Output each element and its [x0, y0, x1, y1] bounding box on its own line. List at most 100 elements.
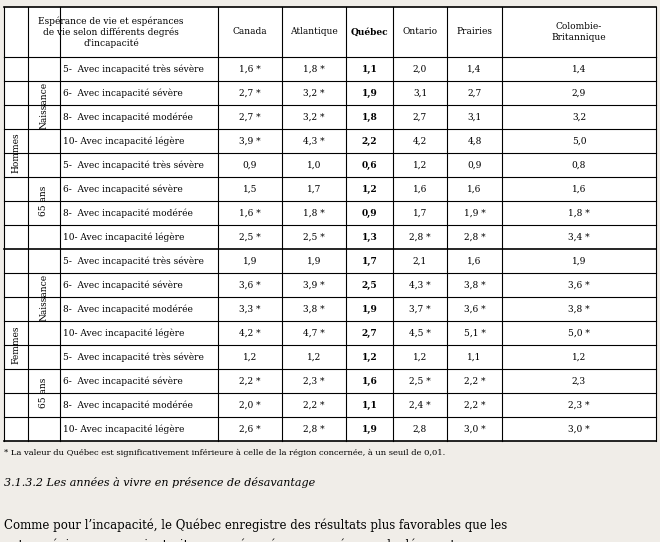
- Text: 1,8: 1,8: [362, 113, 378, 121]
- Text: 3,4 *: 3,4 *: [568, 233, 590, 242]
- Text: 1,2: 1,2: [243, 352, 257, 362]
- Text: Colombie-
Britannique: Colombie- Britannique: [552, 22, 607, 42]
- Text: 2,2 *: 2,2 *: [464, 401, 485, 410]
- Text: 1,7: 1,7: [362, 256, 378, 266]
- Text: Comme pour l’incapacité, le Québec enregistre des résultats plus favorables que : Comme pour l’incapacité, le Québec enreg…: [4, 519, 508, 532]
- Text: Canada: Canada: [233, 28, 267, 36]
- Text: Naissance: Naissance: [40, 273, 48, 320]
- Text: * La valeur du Québec est significativement inférieure à celle de la région conc: * La valeur du Québec est significativem…: [4, 449, 446, 457]
- Text: 2,7: 2,7: [467, 88, 482, 98]
- Text: 2,0: 2,0: [413, 64, 427, 74]
- Text: 2,3: 2,3: [572, 377, 586, 385]
- Text: 2,7 *: 2,7 *: [239, 113, 261, 121]
- Text: 4,2 *: 4,2 *: [239, 328, 261, 338]
- Text: 0,6: 0,6: [362, 160, 378, 170]
- Text: Prairies: Prairies: [457, 28, 492, 36]
- Text: 2,7: 2,7: [413, 113, 427, 121]
- Text: 4,8: 4,8: [467, 137, 482, 145]
- Text: 1,9 *: 1,9 *: [463, 209, 485, 217]
- Text: 3,2: 3,2: [572, 113, 586, 121]
- Text: 0,9: 0,9: [362, 209, 378, 217]
- Text: Naissance: Naissance: [40, 81, 48, 128]
- Text: 3,1: 3,1: [467, 113, 482, 121]
- Text: 1,7: 1,7: [307, 184, 321, 193]
- Text: 0,8: 0,8: [572, 160, 586, 170]
- Text: 6-  Avec incapacité sévère: 6- Avec incapacité sévère: [63, 184, 183, 193]
- Text: 1,9: 1,9: [243, 256, 257, 266]
- Text: 2,5 *: 2,5 *: [239, 233, 261, 242]
- Text: 3,8 *: 3,8 *: [464, 281, 485, 289]
- Bar: [4, 7, 656, 57]
- Text: 2,8 *: 2,8 *: [303, 424, 325, 434]
- Text: 1,6: 1,6: [467, 256, 482, 266]
- Text: 8-  Avec incapacité modérée: 8- Avec incapacité modérée: [63, 112, 193, 122]
- Text: 10- Avec incapacité légère: 10- Avec incapacité légère: [63, 328, 184, 338]
- Text: 0,9: 0,9: [467, 160, 482, 170]
- Text: 5-  Avec incapacité très sévère: 5- Avec incapacité très sévère: [63, 64, 204, 74]
- Text: 1,3: 1,3: [362, 233, 378, 242]
- Text: 3,9 *: 3,9 *: [303, 281, 325, 289]
- Text: 3,8 *: 3,8 *: [303, 305, 325, 313]
- Text: 1,9: 1,9: [307, 256, 321, 266]
- Text: 4,2: 4,2: [413, 137, 427, 145]
- Text: 10- Avec incapacité légère: 10- Avec incapacité légère: [63, 233, 184, 242]
- Text: 2,5: 2,5: [362, 281, 378, 289]
- Text: 2,2 *: 2,2 *: [303, 401, 325, 410]
- Text: Atlantique: Atlantique: [290, 28, 338, 36]
- Text: 3,7 *: 3,7 *: [409, 305, 431, 313]
- Text: 6-  Avec incapacité sévère: 6- Avec incapacité sévère: [63, 280, 183, 290]
- Text: 2,8: 2,8: [413, 424, 427, 434]
- Text: 1,9: 1,9: [362, 305, 378, 313]
- Text: 1,2: 1,2: [362, 184, 378, 193]
- Text: 8-  Avec incapacité modérée: 8- Avec incapacité modérée: [63, 400, 193, 410]
- Text: 65 ans: 65 ans: [40, 378, 48, 408]
- Text: 1,9: 1,9: [362, 424, 378, 434]
- Text: 1,4: 1,4: [467, 64, 482, 74]
- Text: 3,6 *: 3,6 *: [239, 281, 261, 289]
- Text: 3,6 *: 3,6 *: [568, 281, 590, 289]
- Text: 3.1.3.2 Les années à vivre en présence de désavantage: 3.1.3.2 Les années à vivre en présence d…: [4, 477, 315, 488]
- Text: 3,1: 3,1: [413, 88, 427, 98]
- Text: 10- Avec incapacité légère: 10- Avec incapacité légère: [63, 424, 184, 434]
- Text: 1,2: 1,2: [307, 352, 321, 362]
- Text: Espérance de vie et espérances
de vie selon différents degrés
d'incapacité: Espérance de vie et espérances de vie se…: [38, 16, 183, 48]
- Text: 2,0 *: 2,0 *: [239, 401, 261, 410]
- Text: Québec: Québec: [350, 28, 388, 36]
- Text: 2,5 *: 2,5 *: [409, 377, 431, 385]
- Text: 2,6 *: 2,6 *: [239, 424, 261, 434]
- Text: 2,2 *: 2,2 *: [464, 377, 485, 385]
- Text: 1,1: 1,1: [467, 352, 482, 362]
- Text: 1,6 *: 1,6 *: [239, 209, 261, 217]
- Text: 4,3 *: 4,3 *: [303, 137, 325, 145]
- Text: 10- Avec incapacité légère: 10- Avec incapacité légère: [63, 136, 184, 146]
- Text: autres régions en ce qui a trait aux années vécues en présence de désavantage.: autres régions en ce qui a trait aux ann…: [4, 539, 480, 542]
- Text: 2,3 *: 2,3 *: [568, 401, 590, 410]
- Text: 4,7 *: 4,7 *: [303, 328, 325, 338]
- Text: 2,2: 2,2: [362, 137, 378, 145]
- Text: 1,2: 1,2: [572, 352, 586, 362]
- Text: 1,0: 1,0: [307, 160, 321, 170]
- Text: 2,5 *: 2,5 *: [303, 233, 325, 242]
- Text: 5,0 *: 5,0 *: [568, 328, 590, 338]
- Text: Femmes: Femmes: [11, 326, 20, 364]
- Text: 1,2: 1,2: [362, 352, 378, 362]
- Text: 1,6 *: 1,6 *: [239, 64, 261, 74]
- Text: 1,7: 1,7: [412, 209, 427, 217]
- Text: 2,3 *: 2,3 *: [303, 377, 325, 385]
- Text: 3,2 *: 3,2 *: [303, 88, 325, 98]
- Text: 1,5: 1,5: [243, 184, 257, 193]
- Text: 3,9 *: 3,9 *: [239, 137, 261, 145]
- Text: 1,8 *: 1,8 *: [303, 64, 325, 74]
- Text: 2,1: 2,1: [413, 256, 427, 266]
- Text: 3,2 *: 3,2 *: [303, 113, 325, 121]
- Text: 5-  Avec incapacité très sévère: 5- Avec incapacité très sévère: [63, 160, 204, 170]
- Text: 2,8 *: 2,8 *: [409, 233, 431, 242]
- Text: 1,6: 1,6: [467, 184, 482, 193]
- Text: 3,6 *: 3,6 *: [464, 305, 485, 313]
- Text: 3,0 *: 3,0 *: [464, 424, 485, 434]
- Text: 1,6: 1,6: [362, 377, 378, 385]
- Text: 5-  Avec incapacité très sévère: 5- Avec incapacité très sévère: [63, 256, 204, 266]
- Text: 6-  Avec incapacité sévère: 6- Avec incapacité sévère: [63, 376, 183, 386]
- Text: 3,0 *: 3,0 *: [568, 424, 590, 434]
- Text: 4,5 *: 4,5 *: [409, 328, 431, 338]
